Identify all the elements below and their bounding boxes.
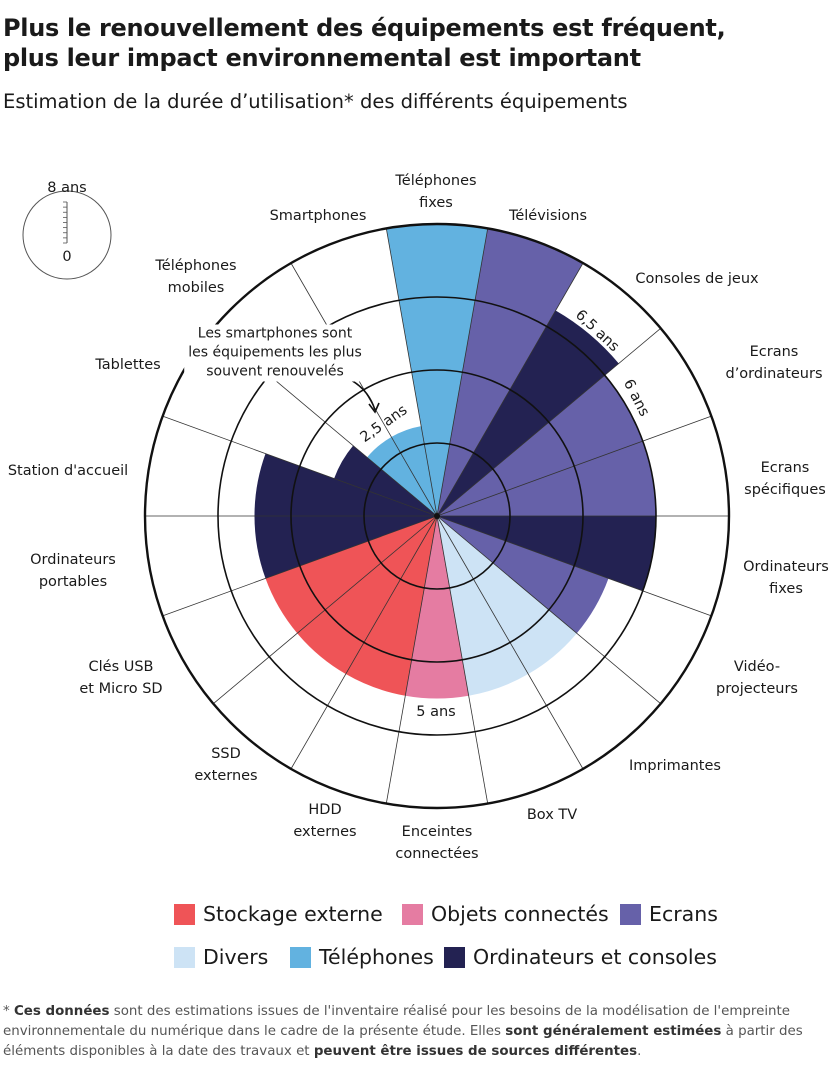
footnote-text: * xyxy=(3,1004,14,1019)
legend-label: Ecrans xyxy=(649,902,718,926)
bar-11 xyxy=(297,516,437,675)
category-label: Ecrans d’ordinateurs xyxy=(725,344,823,382)
legend-label: Téléphones xyxy=(319,945,434,969)
ring-8 xyxy=(143,222,731,810)
category-label: Station d'accueil xyxy=(7,463,129,479)
bar-9 xyxy=(405,516,469,699)
scale-key xyxy=(22,190,112,280)
category-label: Smartphones xyxy=(269,208,367,224)
center-dot xyxy=(434,513,440,519)
category-label: Téléphones fixes xyxy=(395,173,477,211)
category-label: Vidéo- projecteurs xyxy=(716,659,798,697)
ring-4 xyxy=(290,369,584,663)
bar-16 xyxy=(367,436,437,516)
legend-swatch xyxy=(402,903,423,925)
legend-label: Divers xyxy=(203,945,269,969)
bar-14 xyxy=(254,453,437,516)
bar-15 xyxy=(334,445,437,516)
footnote-text: à partir des éléments disponibles à la d… xyxy=(3,1024,803,1059)
bar-17 xyxy=(391,426,437,516)
bar-13 xyxy=(254,516,437,579)
bar-2 xyxy=(437,310,619,516)
footnote-bold: peuvent être issues de sources différent… xyxy=(313,1044,638,1059)
category-label: Clés USB et Micro SD xyxy=(79,659,163,697)
legend-item: Objets connectés xyxy=(402,902,609,926)
footnote-bold: Ces données xyxy=(13,1004,110,1019)
bar-7 xyxy=(437,516,577,675)
category-label: Ordinateurs fixes xyxy=(743,559,829,597)
subtitle: Estimation de la durée d’utilisation* de… xyxy=(3,90,628,113)
ring-2 xyxy=(363,442,511,590)
legend-item: Ordinateurs et consoles xyxy=(444,945,717,969)
category-label: Enceintes connectées xyxy=(395,824,479,862)
legend-item: Divers xyxy=(174,945,268,969)
title-line-2: plus leur impact environnemental est imp… xyxy=(3,44,641,72)
callout-arrowhead xyxy=(368,402,380,414)
bar-6 xyxy=(437,516,609,634)
scale-key-max-label: 8 ans xyxy=(47,180,87,196)
legend-label: Stockage externe xyxy=(203,902,383,926)
category-label: Consoles de jeux xyxy=(635,271,759,287)
category-label: SSD externes xyxy=(194,746,258,784)
smartphones-callout: Les smartphones sont les équipements les… xyxy=(184,324,366,382)
category-label: HDD externes xyxy=(293,802,357,840)
bar-8 xyxy=(437,516,529,696)
bar-4 xyxy=(437,441,656,516)
legend-item: Téléphones xyxy=(290,945,434,969)
bar-10 xyxy=(345,516,437,696)
category-label: Box TV xyxy=(526,807,578,823)
scale-key-min-label: 0 xyxy=(62,249,72,265)
category-label: Téléphones mobiles xyxy=(155,258,237,296)
bar-12 xyxy=(265,516,437,634)
legend-label: Objets connectés xyxy=(431,902,609,926)
ring-6 xyxy=(217,296,657,736)
category-label: Ecrans spécifiques xyxy=(744,460,826,498)
footnote-text: . xyxy=(637,1044,642,1059)
footnote: * Ces données sont des estimations issue… xyxy=(3,1002,833,1062)
title-line-1: Plus le renouvellement des équipements e… xyxy=(3,14,726,42)
footnote-text: sont des estimations issues de l'inventa… xyxy=(3,1004,791,1039)
legend-item: Stockage externe xyxy=(174,902,383,926)
bar-1 xyxy=(437,228,583,516)
legend-swatch xyxy=(620,903,641,925)
value-label-5: 5 ans xyxy=(416,704,456,720)
category-label: Tablettes xyxy=(95,357,161,373)
legend-swatch xyxy=(174,946,195,968)
bar-3 xyxy=(437,375,643,516)
legend-label: Ordinateurs et consoles xyxy=(473,945,717,969)
category-label: Imprimantes xyxy=(629,758,721,774)
legend-item: Ecrans xyxy=(620,902,718,926)
category-label: Télévisions xyxy=(508,208,588,224)
category-label: Ordinateurs portables xyxy=(30,552,116,590)
footnote-bold: sont généralement estimées xyxy=(505,1024,722,1039)
legend-swatch xyxy=(290,946,311,968)
bar-5 xyxy=(437,516,656,591)
legend-swatch xyxy=(444,946,465,968)
legend-swatch xyxy=(174,903,195,925)
